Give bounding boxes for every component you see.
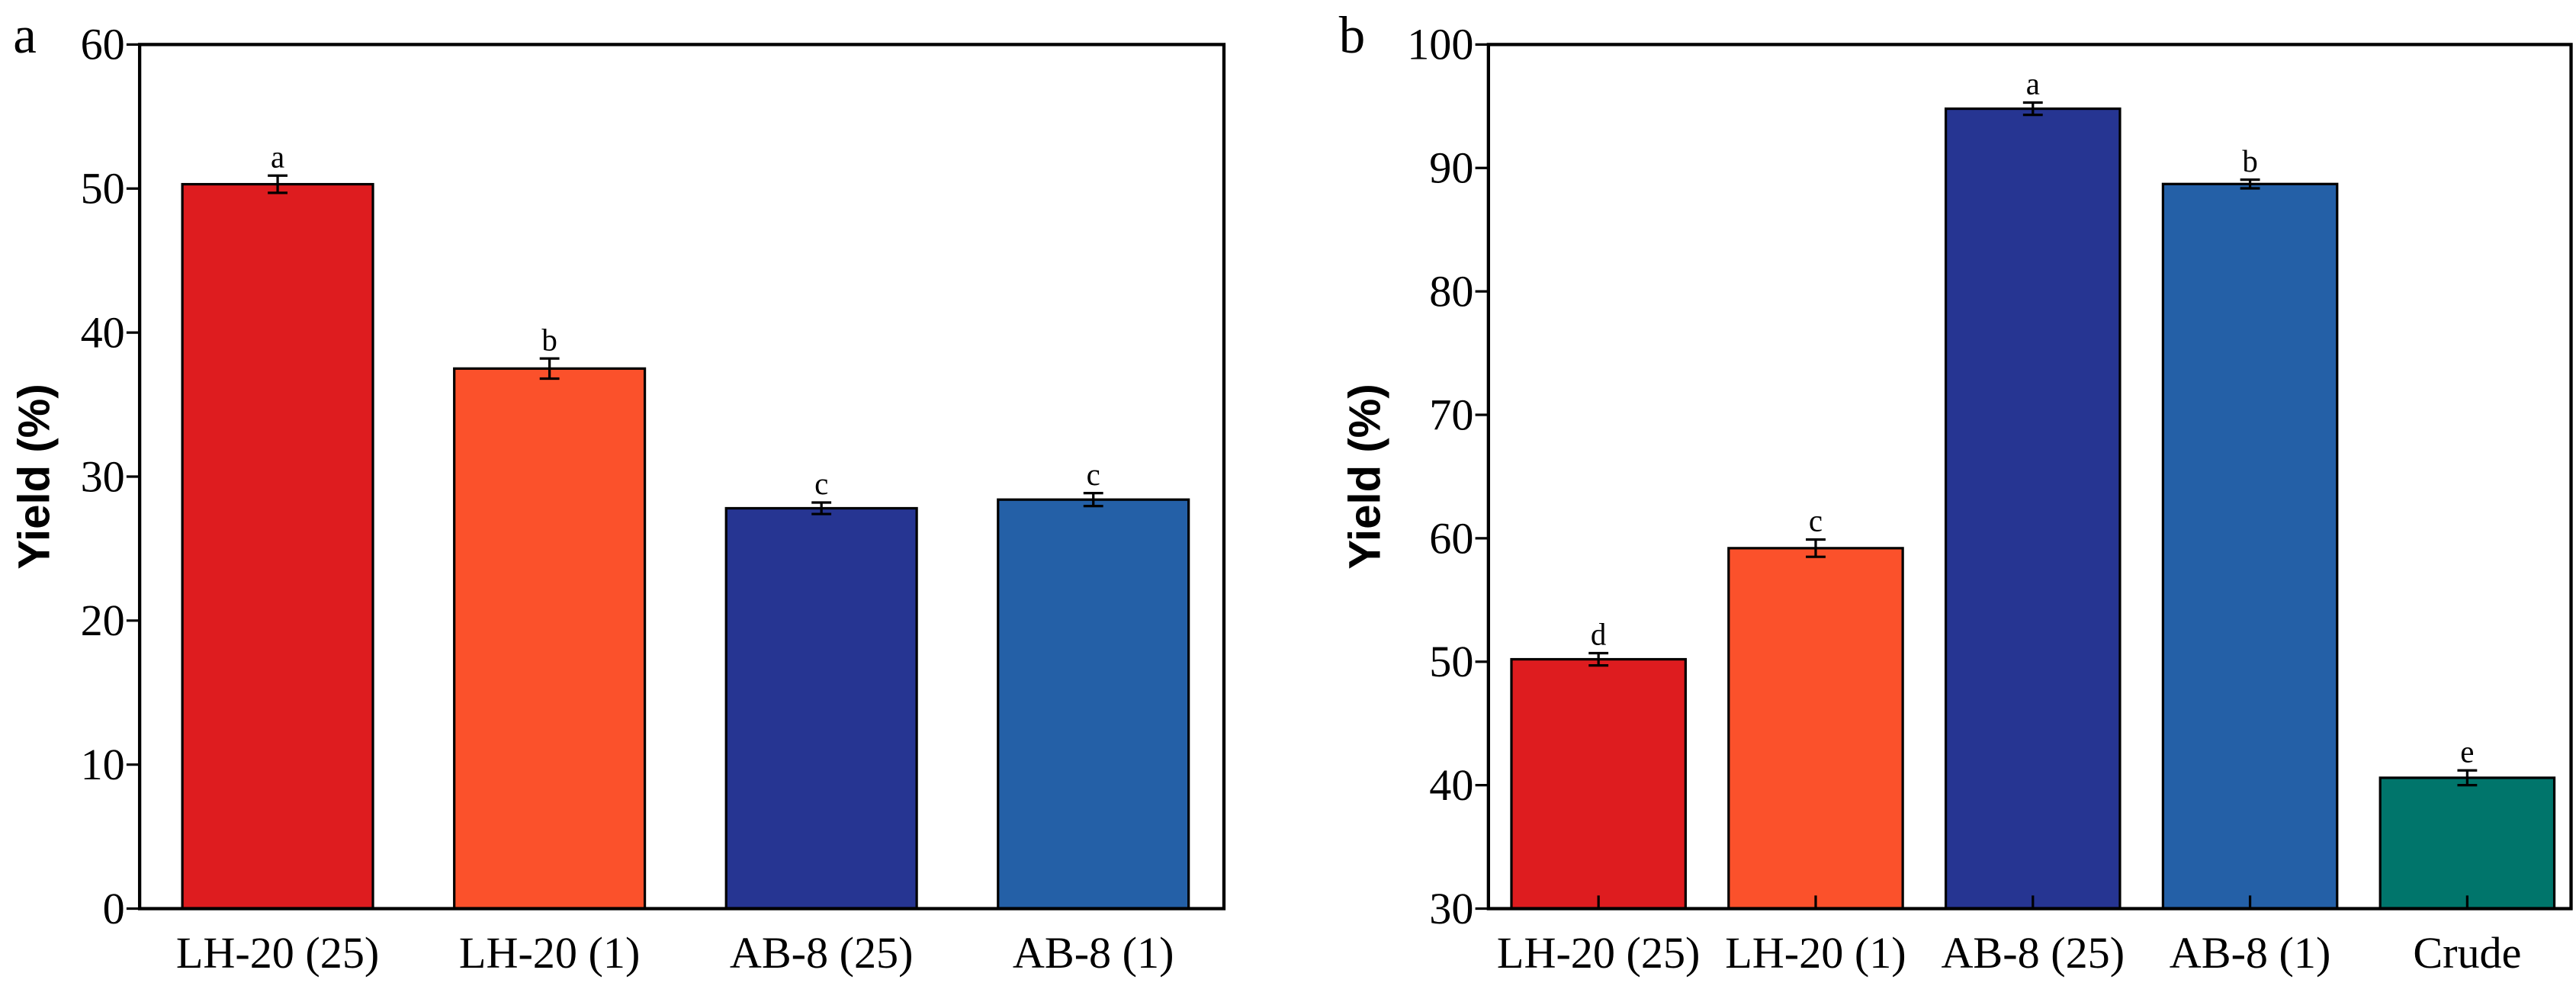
y-tick-label: 30 bbox=[81, 451, 125, 501]
significance-letter: a bbox=[271, 140, 284, 174]
y-tick-label: 20 bbox=[81, 596, 125, 645]
y-tick-label: 60 bbox=[81, 20, 125, 69]
x-tick-label: LH-20 (1) bbox=[459, 928, 640, 978]
significance-letter: e bbox=[2460, 734, 2474, 769]
panel-label: a bbox=[13, 6, 37, 64]
y-tick-label: 30 bbox=[1429, 884, 1473, 933]
bar-ab-8-1 bbox=[997, 498, 1190, 911]
significance-letter: d bbox=[1591, 618, 1606, 652]
y-tick-label: 80 bbox=[1429, 267, 1473, 316]
x-tick-label: LH-20 (1) bbox=[1725, 928, 1906, 978]
y-tick-label: 90 bbox=[1429, 143, 1473, 193]
significance-letter: c bbox=[1809, 504, 1823, 538]
x-tick-label: LH-20 (25) bbox=[176, 928, 379, 978]
significance-letter: c bbox=[814, 467, 828, 501]
y-axis-title: Yield (%) bbox=[10, 384, 59, 569]
plot-frame bbox=[1486, 43, 2573, 911]
bar-ab-8-25 bbox=[1944, 107, 2122, 911]
x-tick-label: Crude bbox=[2413, 928, 2521, 978]
bar-ab-8-25 bbox=[724, 506, 918, 911]
y-axis-title: Yield (%) bbox=[1341, 384, 1390, 569]
y-tick-label: 40 bbox=[81, 307, 125, 357]
x-tick-label: AB-8 (25) bbox=[730, 928, 914, 978]
bar-lh-20-25 bbox=[1510, 657, 1687, 911]
significance-letter: b bbox=[541, 323, 557, 357]
x-tick-label: AB-8 (1) bbox=[1013, 928, 1174, 978]
y-tick-label: 0 bbox=[103, 884, 125, 933]
y-tick-label: 50 bbox=[1429, 637, 1473, 686]
bar-ab-8-1 bbox=[2161, 182, 2339, 911]
bar-crude bbox=[2378, 776, 2556, 911]
x-tick-label: LH-20 (25) bbox=[1497, 928, 1700, 978]
significance-letter: a bbox=[2026, 67, 2040, 101]
x-tick-label: AB-8 (25) bbox=[1941, 928, 2125, 978]
y-tick-label: 60 bbox=[1429, 513, 1473, 563]
y-tick-label: 50 bbox=[81, 164, 125, 214]
bar-lh-20-1 bbox=[1727, 547, 1904, 911]
y-tick-label: 100 bbox=[1407, 20, 1473, 69]
y-tick-label: 10 bbox=[81, 740, 125, 789]
significance-letter: b bbox=[2242, 144, 2257, 178]
x-tick-label: AB-8 (1) bbox=[2170, 928, 2331, 978]
panel-label: b bbox=[1339, 6, 1365, 64]
bar-lh-20-1 bbox=[453, 367, 647, 911]
plot-frame bbox=[137, 43, 1226, 911]
chart-panel-a: a Yield (%) 0 10 20 30 40 50 60 a LH-20 (25) b LH-20… bbox=[10, 6, 1226, 978]
chart-panel-b: b Yield (%) 30 40 50 60 70 80 90 100 d LH-20 (25) c L… bbox=[1339, 6, 2573, 978]
y-tick-label: 40 bbox=[1429, 760, 1473, 810]
bar-lh-20-25 bbox=[181, 182, 374, 911]
significance-letter: c bbox=[1087, 458, 1100, 492]
y-tick-label: 70 bbox=[1429, 390, 1473, 439]
